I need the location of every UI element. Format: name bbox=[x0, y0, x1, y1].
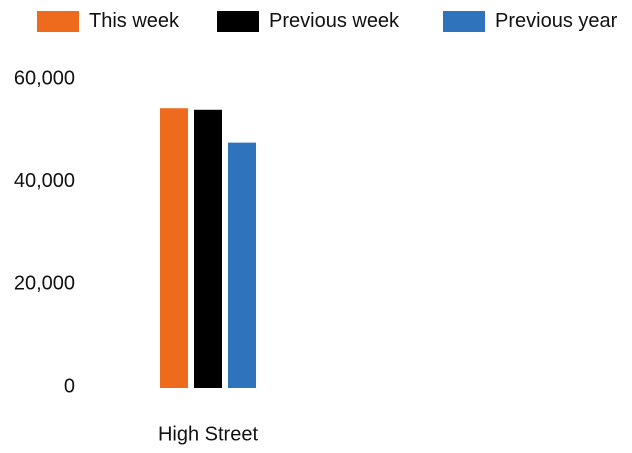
y-tick-label: 20,000 bbox=[14, 273, 75, 295]
bar-this-week[interactable] bbox=[160, 108, 188, 388]
bar-previous-year[interactable] bbox=[228, 143, 256, 388]
y-tick-label: 60,000 bbox=[14, 67, 75, 89]
y-tick-label: 0 bbox=[64, 375, 75, 397]
y-tick-label: 40,000 bbox=[14, 170, 75, 192]
x-tick-label: High Street bbox=[158, 423, 258, 445]
bar-previous-week[interactable] bbox=[194, 110, 222, 388]
